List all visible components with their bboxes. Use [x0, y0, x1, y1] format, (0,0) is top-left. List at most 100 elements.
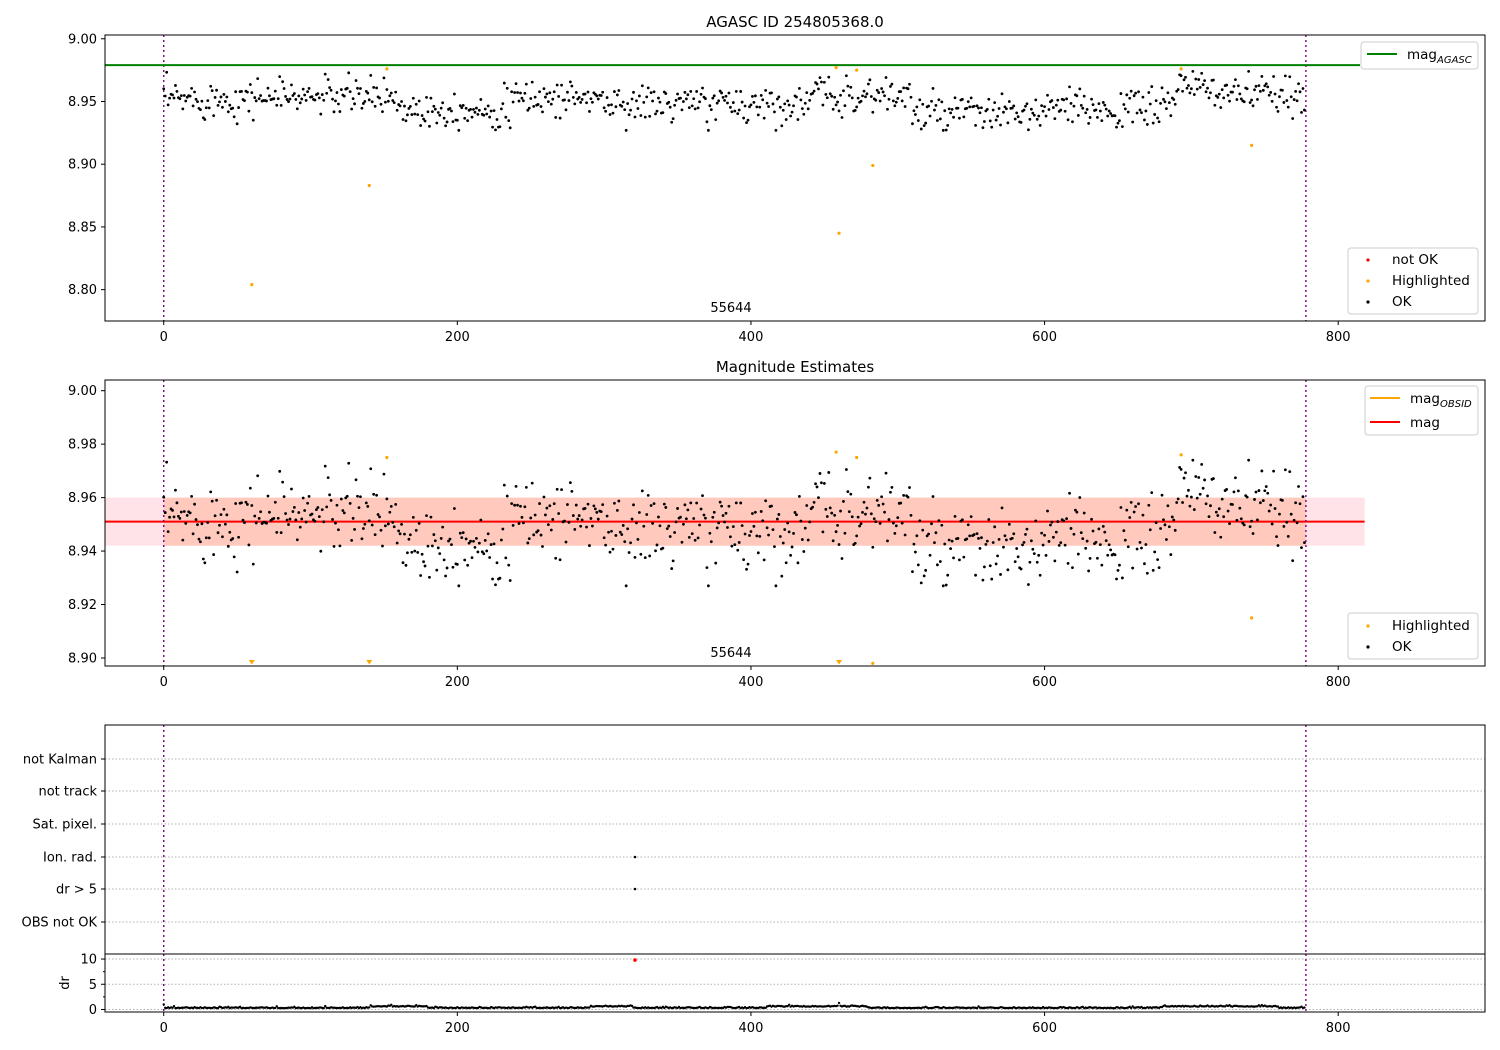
ok-point — [295, 107, 299, 111]
ok-point — [894, 100, 898, 104]
ok-point — [248, 486, 252, 490]
ok-point — [912, 542, 916, 546]
ok-point — [736, 548, 740, 552]
ok-point — [699, 507, 703, 511]
y-tick-label: 5 — [89, 978, 97, 993]
ok-point — [182, 94, 186, 97]
ok-point — [246, 90, 249, 94]
ok-point — [1264, 485, 1268, 488]
ok-point — [545, 506, 549, 510]
ok-point — [406, 551, 409, 555]
ok-point — [915, 105, 919, 109]
ok-point — [774, 128, 778, 132]
ok-point — [610, 103, 613, 107]
ok-point — [511, 524, 515, 527]
ok-point — [878, 99, 882, 103]
ok-point — [996, 114, 999, 118]
ok-point — [1198, 492, 1202, 496]
ok-point — [849, 492, 853, 496]
ok-point — [335, 91, 339, 94]
ok-point — [508, 126, 512, 130]
dr-point — [837, 1001, 841, 1005]
ok-point — [516, 503, 519, 507]
panel2-obsid-label: 55644 — [710, 646, 751, 661]
ok-point — [1176, 497, 1180, 501]
ok-point — [601, 90, 605, 94]
ok-point — [570, 84, 574, 88]
y-tick-label: 8.85 — [68, 220, 97, 235]
ok-point — [329, 88, 333, 92]
ok-point — [278, 469, 282, 473]
ok-point — [1128, 96, 1132, 100]
ok-point — [574, 503, 578, 507]
ok-point — [307, 494, 311, 498]
ok-point — [257, 97, 261, 101]
ok-point — [1148, 528, 1152, 532]
ok-point — [692, 517, 696, 520]
ok-point — [549, 528, 553, 532]
ok-point — [165, 460, 169, 464]
ok-point — [1266, 85, 1270, 89]
ok-point — [190, 494, 194, 498]
ok-point — [563, 98, 566, 102]
ok-point — [589, 97, 593, 101]
ok-point — [818, 472, 822, 475]
ok-point — [814, 482, 817, 486]
ok-point — [516, 91, 519, 94]
dr-point — [588, 1006, 591, 1009]
ok-point — [949, 547, 953, 550]
ok-point — [1273, 507, 1277, 510]
ok-point — [401, 118, 405, 121]
ok-point — [549, 102, 553, 106]
ok-point — [1065, 97, 1068, 101]
dr-point — [432, 1006, 436, 1010]
legend2-highlighted: Highlighted — [1392, 618, 1470, 634]
ok-point — [629, 108, 632, 112]
ok-point — [1069, 527, 1073, 530]
y-tick-label: 8.96 — [68, 491, 97, 506]
ok-point — [386, 99, 390, 103]
ok-point — [997, 537, 1001, 541]
ok-point — [605, 514, 609, 518]
ok-point — [426, 544, 430, 548]
ok-point — [367, 98, 371, 102]
ok-point — [1167, 101, 1171, 105]
ok-point — [284, 95, 287, 98]
ok-point — [376, 513, 380, 516]
ok-point — [1181, 89, 1184, 93]
ok-point — [1156, 116, 1160, 120]
ok-point — [295, 538, 299, 542]
ok-point — [310, 95, 314, 99]
ok-point — [875, 499, 879, 502]
ok-point — [328, 493, 332, 497]
ok-point — [222, 92, 226, 96]
ok-point — [608, 113, 612, 116]
ok-point — [1027, 128, 1030, 132]
ok-point — [1040, 531, 1044, 535]
highlighted-point — [385, 67, 389, 71]
ok-point — [654, 112, 657, 116]
ok-point — [884, 76, 888, 79]
ok-point — [1063, 109, 1067, 113]
ok-point — [326, 78, 330, 81]
ok-point — [571, 95, 575, 99]
highlighted-point — [855, 68, 859, 72]
ok-point — [1170, 515, 1174, 519]
ok-point — [319, 112, 323, 116]
ok-point — [890, 82, 894, 86]
ok-point — [762, 116, 766, 120]
ok-point — [1082, 511, 1086, 515]
ok-point — [1267, 93, 1271, 97]
ok-point — [1041, 543, 1045, 547]
ok-point — [883, 94, 886, 98]
ok-point — [843, 531, 847, 535]
ok-point — [1189, 87, 1193, 91]
ok-point — [947, 107, 951, 111]
ok-point — [775, 517, 779, 521]
ok-point — [911, 122, 914, 126]
ok-point — [933, 541, 936, 545]
ok-point — [510, 502, 514, 506]
ok-point — [739, 501, 743, 505]
panel-agasc: AGASC ID 254805368.0 8.808.858.908.959.0… — [68, 13, 1486, 345]
ok-point — [298, 101, 302, 105]
